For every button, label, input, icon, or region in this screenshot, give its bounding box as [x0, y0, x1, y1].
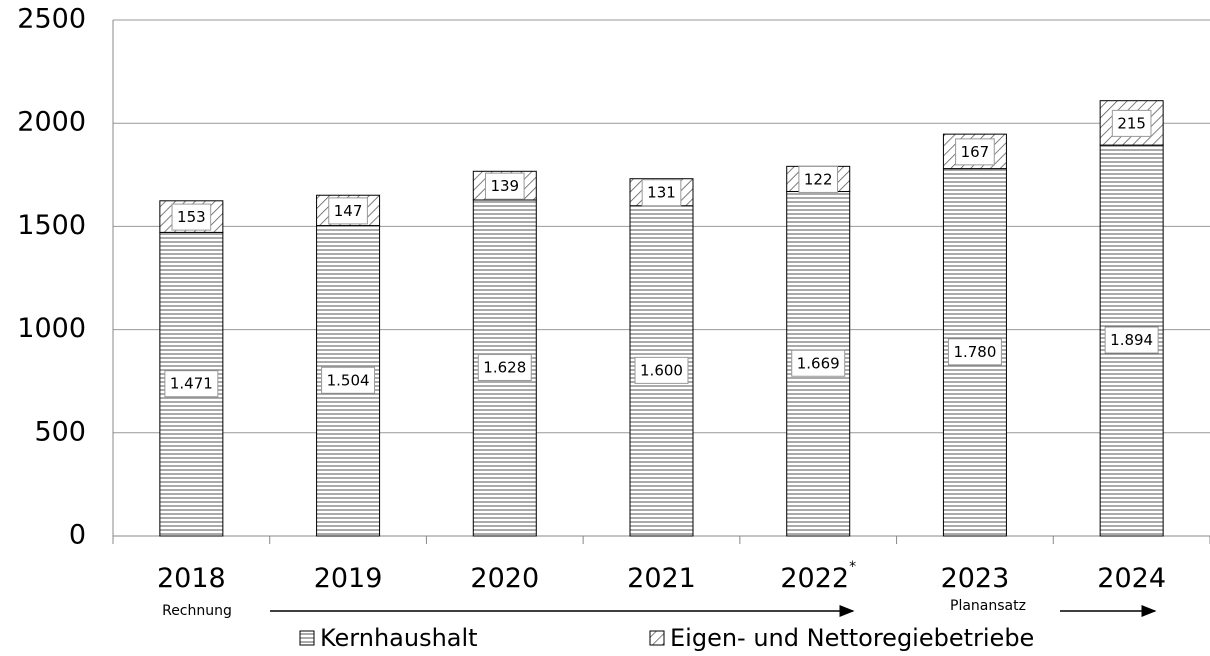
value-label-box — [328, 197, 368, 225]
footnote-mark: * — [849, 559, 856, 575]
y-tick-label: 2500 — [17, 4, 86, 35]
value-label-box — [164, 370, 219, 398]
value-label-box — [484, 172, 525, 200]
value-label: 167 — [961, 143, 990, 161]
y-tick-label: 2000 — [17, 107, 86, 138]
value-label: 1.780 — [953, 343, 996, 361]
category: 2020 — [470, 563, 539, 594]
y-tick-label: 1000 — [17, 313, 86, 344]
category: 2019 — [314, 563, 383, 594]
y-tick-label: 0 — [69, 520, 86, 551]
legend-label: Kernhaushalt — [320, 624, 478, 652]
x-tick-label: 2022* — [780, 559, 856, 594]
x-tick-label: 2021 — [627, 563, 696, 594]
annotation: Planansatz — [950, 598, 1026, 614]
value-label-box — [798, 165, 839, 193]
value-label: 215 — [1117, 114, 1146, 132]
category: 2018 — [157, 563, 226, 594]
legend-swatch — [649, 630, 665, 646]
x-tick-label: 2024 — [1097, 563, 1166, 594]
value-label-box — [477, 353, 532, 381]
value-label: 1.628 — [483, 358, 526, 376]
value-label-box — [634, 356, 689, 384]
category: 2021 — [627, 563, 696, 594]
value-label-box — [641, 179, 682, 207]
x-tick-label: 2019 — [314, 563, 383, 594]
x-tick-label: 2023 — [941, 563, 1010, 594]
y-tick-label: 1500 — [17, 210, 86, 241]
y-tick-label: 500 — [34, 416, 86, 447]
value-label: 131 — [647, 184, 676, 202]
x-tick-label: 2018 — [157, 563, 226, 594]
x-tick-label: 2020 — [470, 563, 539, 594]
value-label: 1.894 — [1110, 331, 1153, 349]
value-label-box — [1104, 326, 1159, 354]
value-label: 1.504 — [327, 371, 370, 389]
value-label: 122 — [804, 170, 833, 188]
value-label: 1.600 — [640, 361, 683, 379]
value-label-box — [321, 366, 376, 394]
legend-label: Eigen- und Nettoregiebetriebe — [670, 624, 1034, 652]
annotation: Rechnung — [162, 603, 232, 619]
value-label: 1.471 — [170, 375, 213, 393]
value-label-box — [947, 338, 1002, 366]
category: 2023 — [941, 563, 1010, 594]
value-label-box — [1111, 109, 1152, 137]
value-label: 147 — [334, 202, 363, 220]
value-label: 139 — [490, 177, 519, 195]
value-label-box — [171, 203, 212, 231]
value-label: 1.669 — [797, 354, 840, 372]
legend-swatch — [299, 630, 315, 646]
value-label-box — [955, 138, 995, 166]
value-label: 153 — [177, 208, 206, 226]
category: 2024 — [1097, 563, 1166, 594]
value-label-box — [791, 349, 846, 377]
category: 2022 — [780, 563, 849, 594]
